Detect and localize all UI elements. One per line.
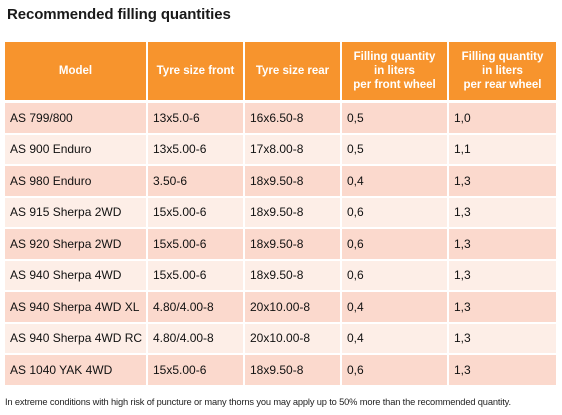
cell-front-quantity: 0,6	[342, 355, 449, 387]
cell-rear-quantity: 1,3	[449, 260, 556, 292]
cell-model: AS 980 Enduro	[5, 166, 148, 198]
cell-model: AS 915 Sherpa 2WD	[5, 197, 148, 229]
table-row: AS 980 Enduro 3.50-6 18x9.50-8 0,4 1,3	[5, 166, 556, 198]
cell-tyre-rear: 18x9.50-8	[245, 197, 342, 229]
filling-quantities-table: Model Tyre size front Tyre size rear Fillin…	[5, 42, 556, 387]
table-row: AS 915 Sherpa 2WD 15x5.00-6 18x9.50-8 0,6 1,…	[5, 197, 556, 229]
header-model: Model	[5, 42, 148, 103]
cell-tyre-rear: 18x9.50-8	[245, 260, 342, 292]
header-tyre-size-rear: Tyre size rear	[245, 42, 342, 103]
cell-rear-quantity: 1,3	[449, 355, 556, 387]
cell-front-quantity: 0,6	[342, 229, 449, 261]
cell-model: AS 799/800	[5, 103, 148, 135]
footnote: In extreme conditions with high risk of …	[5, 397, 511, 407]
cell-tyre-rear: 20x10.00-8	[245, 292, 342, 324]
cell-model: AS 900 Enduro	[5, 134, 148, 166]
table-row: AS 940 Sherpa 4WD XL 4.80/4.00-8 20x10.00-…	[5, 292, 556, 324]
header-rear-wheel-quantity: Filling quantity in liters per rear wheel	[449, 42, 556, 103]
cell-model: AS 920 Sherpa 2WD	[5, 229, 148, 261]
cell-rear-quantity: 1,3	[449, 166, 556, 198]
cell-tyre-front: 15x5.00-6	[148, 197, 245, 229]
cell-tyre-rear: 17x8.00-8	[245, 134, 342, 166]
cell-rear-quantity: 1,3	[449, 323, 556, 355]
cell-rear-quantity: 1,3	[449, 292, 556, 324]
table-row: AS 900 Enduro 13x5.00-6 17x8.00-8 0,5 1,1	[5, 134, 556, 166]
table-row: AS 940 Sherpa 4WD RC 4.80/4.00-8 20x10.00-…	[5, 323, 556, 355]
cell-model: AS 1040 YAK 4WD	[5, 355, 148, 387]
cell-tyre-front: 4.80/4.00-8	[148, 323, 245, 355]
cell-tyre-front: 13x5.00-6	[148, 134, 245, 166]
header-front-wheel-quantity: Filling quantity in liters per front wheel	[342, 42, 449, 103]
cell-tyre-front: 15x5.00-6	[148, 355, 245, 387]
cell-rear-quantity: 1,3	[449, 197, 556, 229]
cell-front-quantity: 0,5	[342, 134, 449, 166]
table-row: AS 940 Sherpa 4WD 15x5.00-6 18x9.50-8 0,6 1,…	[5, 260, 556, 292]
header-tyre-size-front: Tyre size front	[148, 42, 245, 103]
cell-tyre-rear: 18x9.50-8	[245, 229, 342, 261]
cell-model: AS 940 Sherpa 4WD RC	[5, 323, 148, 355]
cell-front-quantity: 0,4	[342, 292, 449, 324]
cell-rear-quantity: 1,3	[449, 229, 556, 261]
cell-tyre-rear: 20x10.00-8	[245, 323, 342, 355]
cell-rear-quantity: 1,1	[449, 134, 556, 166]
table-header-row: Model Tyre size front Tyre size rear Fillin…	[5, 42, 556, 103]
cell-tyre-rear: 18x9.50-8	[245, 355, 342, 387]
cell-tyre-rear: 18x9.50-8	[245, 166, 342, 198]
table-row: AS 920 Sherpa 2WD 15x5.00-6 18x9.50-8 0,6 1,…	[5, 229, 556, 261]
table-row: AS 799/800 13x5.0-6 16x6.50-8 0,5 1,0	[5, 103, 556, 135]
cell-front-quantity: 0,4	[342, 323, 449, 355]
cell-tyre-front: 4.80/4.00-8	[148, 292, 245, 324]
cell-front-quantity: 0,4	[342, 166, 449, 198]
cell-tyre-front: 15x5.00-6	[148, 260, 245, 292]
cell-model: AS 940 Sherpa 4WD	[5, 260, 148, 292]
cell-model: AS 940 Sherpa 4WD XL	[5, 292, 148, 324]
cell-tyre-front: 3.50-6	[148, 166, 245, 198]
cell-front-quantity: 0,6	[342, 260, 449, 292]
cell-front-quantity: 0,6	[342, 197, 449, 229]
table-body: AS 799/800 13x5.0-6 16x6.50-8 0,5 1,0 AS 900 …	[5, 103, 556, 387]
page-title: Recommended filling quantities	[7, 6, 231, 23]
cell-tyre-rear: 16x6.50-8	[245, 103, 342, 135]
cell-tyre-front: 13x5.0-6	[148, 103, 245, 135]
table-row: AS 1040 YAK 4WD 15x5.00-6 18x9.50-8 0,6 1,3	[5, 355, 556, 387]
cell-tyre-front: 15x5.00-6	[148, 229, 245, 261]
cell-front-quantity: 0,5	[342, 103, 449, 135]
cell-rear-quantity: 1,0	[449, 103, 556, 135]
